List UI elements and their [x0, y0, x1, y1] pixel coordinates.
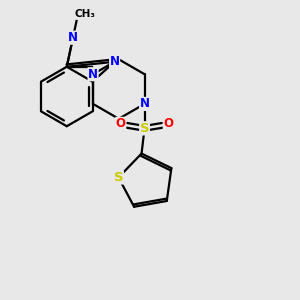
Text: CH₃: CH₃ [74, 9, 95, 20]
Text: O: O [163, 117, 173, 130]
Text: N: N [68, 31, 78, 44]
Text: O: O [116, 117, 126, 130]
Text: S: S [114, 171, 123, 184]
Text: N: N [88, 68, 98, 81]
Text: N: N [140, 98, 149, 110]
Text: N: N [110, 55, 120, 68]
Text: S: S [140, 122, 149, 135]
